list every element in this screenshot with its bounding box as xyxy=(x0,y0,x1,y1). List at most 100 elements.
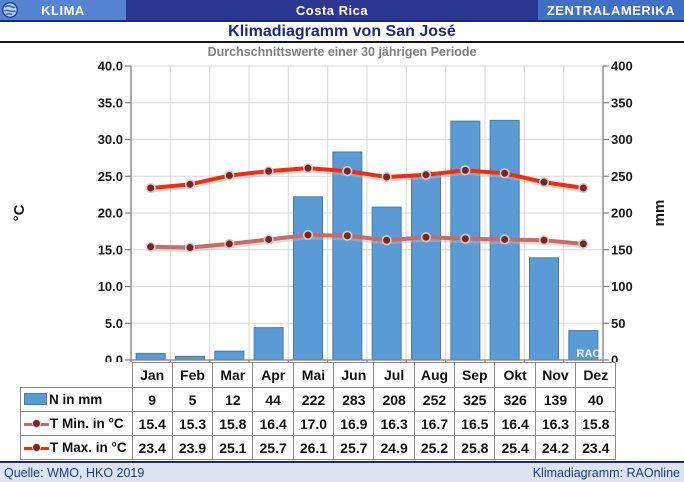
tmin-marker-jan xyxy=(145,241,156,252)
value-cell: 326 xyxy=(494,387,536,412)
right-axis-tick-label: 100 xyxy=(611,279,633,294)
legend-cell: T Min. in °C xyxy=(20,411,133,436)
globe-icon xyxy=(2,2,18,18)
tmin-marker-nov xyxy=(538,235,550,246)
tmax-marker-sep xyxy=(460,165,471,176)
value-cell: 16.5 xyxy=(454,411,496,436)
left-axis-title: °C xyxy=(11,204,28,221)
value-cell: 15.8 xyxy=(212,411,254,436)
value-cell: 139 xyxy=(534,387,577,412)
bar-nov xyxy=(529,257,559,361)
tmax-marker-jul xyxy=(381,171,392,183)
legend-cell: T Max. in °C xyxy=(20,435,133,460)
tmin-marker-mai xyxy=(302,229,314,241)
bar-dez xyxy=(568,330,599,361)
watermark-rao: RAO xyxy=(577,348,602,360)
month-label-mar: Mar xyxy=(212,362,254,388)
value-cell: 15.4 xyxy=(131,411,173,436)
left-axis-tick-label: 35.0 xyxy=(98,95,123,110)
value-cell: 25.2 xyxy=(413,435,456,460)
right-axis-tick-label: 200 xyxy=(611,206,633,221)
table-corner-cell xyxy=(21,363,133,388)
right-axis-tick-label: 250 xyxy=(611,169,633,184)
right-axis-tick-label: 400 xyxy=(611,59,633,74)
tmin-marker-feb xyxy=(184,242,196,253)
tmax-marker-dez xyxy=(578,182,589,194)
data-table: Jan Feb Mar Apr Mai Jun Jul Aug Sep Okt Nov Dez N in… xyxy=(20,362,617,460)
month-label-okt: Okt xyxy=(494,362,536,388)
tmax-marker-nov xyxy=(538,177,550,188)
left-axis-tick-label: 25.0 xyxy=(98,169,123,184)
value-cell: 23.4 xyxy=(131,435,173,460)
table-row: T Max. in °C 23.4 23.9 25.1 25.7 26.1 25.7 24.9… xyxy=(20,435,617,460)
value-cell: 25.4 xyxy=(494,435,536,460)
tmax-legend-icon xyxy=(24,442,49,454)
diagram-credit: Klimadiagramm: RAOnline xyxy=(532,465,680,480)
month-label-jul: Jul xyxy=(373,362,415,388)
legend-marker xyxy=(32,419,41,428)
month-label-sep: Sep xyxy=(454,362,496,388)
left-axis-tick-label: 20.0 xyxy=(98,206,123,221)
value-cell: 25.8 xyxy=(454,435,496,460)
header-left-label: KLIMA xyxy=(41,2,85,18)
value-cell: 252 xyxy=(413,387,456,412)
series-label: T Max. in °C xyxy=(50,440,127,455)
value-cell: 222 xyxy=(292,387,335,412)
tmin-marker-dez xyxy=(578,238,589,249)
month-label-jun: Jun xyxy=(333,362,375,388)
page-title: Klimadiagramm von San José xyxy=(228,23,456,40)
legend-marker xyxy=(32,443,41,452)
value-cell: 24.9 xyxy=(373,435,415,460)
tmin-marker-jun xyxy=(342,230,353,241)
value-cell: 15.8 xyxy=(575,411,617,436)
month-label-dez: Dez xyxy=(575,362,617,388)
header-right-label: ZENTRALAMERIKA xyxy=(546,2,676,18)
value-cell: 325 xyxy=(454,387,496,412)
value-cell: 25.7 xyxy=(333,435,375,460)
tmax-marker-jun xyxy=(342,166,353,177)
bar-aug xyxy=(411,174,441,361)
header-segment-klima: KLIMA xyxy=(0,0,126,20)
tmin-marker-jul xyxy=(381,235,392,246)
bar-mai xyxy=(293,196,323,361)
left-axis-tick-label: 15.0 xyxy=(98,242,123,257)
value-cell: 12 xyxy=(212,387,254,412)
tmax-line xyxy=(148,166,586,191)
month-label-aug: Aug xyxy=(413,362,456,388)
bar-apr xyxy=(253,327,284,361)
bar-jun xyxy=(332,151,363,361)
tmax-marker-mar xyxy=(224,170,235,181)
right-axis-tick-label: 300 xyxy=(611,132,633,147)
value-cell: 26.1 xyxy=(292,435,335,460)
tmax-marker-mai xyxy=(302,163,314,174)
value-cell: 16.4 xyxy=(494,411,536,436)
climate-chart: 0.0 5.0 10.0 15.0 20.0 25.0 30.0 35.0 40.0 0 50 100… xyxy=(11,59,668,362)
tmax-marker-jan xyxy=(145,182,156,194)
tmin-marker-sep xyxy=(460,233,471,244)
right-axis-tick-label: 350 xyxy=(611,95,633,110)
value-cell: 23.9 xyxy=(171,435,214,460)
value-cell: 15.3 xyxy=(171,411,214,436)
tmax-marker-feb xyxy=(184,179,196,190)
table-row: T Min. in °C 15.4 15.3 15.8 16.4 17.0 16.9 16.3… xyxy=(20,411,617,436)
month-header-row: Jan Feb Mar Apr Mai Jun Jul Aug Sep Okt Nov Dez xyxy=(21,362,617,388)
tmin-marker-mar xyxy=(224,238,235,249)
value-cell: 25.1 xyxy=(212,435,254,460)
bar-mar xyxy=(214,350,245,361)
tmin-marker-aug xyxy=(420,232,432,243)
tmin-marker-okt xyxy=(499,234,510,245)
value-cell: 44 xyxy=(252,387,294,412)
series-label: N in mm xyxy=(49,392,103,407)
tmax-marker-okt xyxy=(499,168,510,179)
header-segment-country: Costa Rica xyxy=(126,0,538,20)
month-label-mai: Mai xyxy=(292,362,335,388)
bar-jan xyxy=(135,352,166,361)
tmin-legend-icon xyxy=(24,418,49,430)
left-axis-tick-label: 40.0 xyxy=(98,59,123,74)
month-label-apr: Apr xyxy=(252,362,294,388)
value-cell: 9 xyxy=(131,387,173,412)
value-cell: 40 xyxy=(575,387,617,412)
right-axis-title: mm xyxy=(651,200,668,227)
value-cell: 16.3 xyxy=(373,411,415,436)
